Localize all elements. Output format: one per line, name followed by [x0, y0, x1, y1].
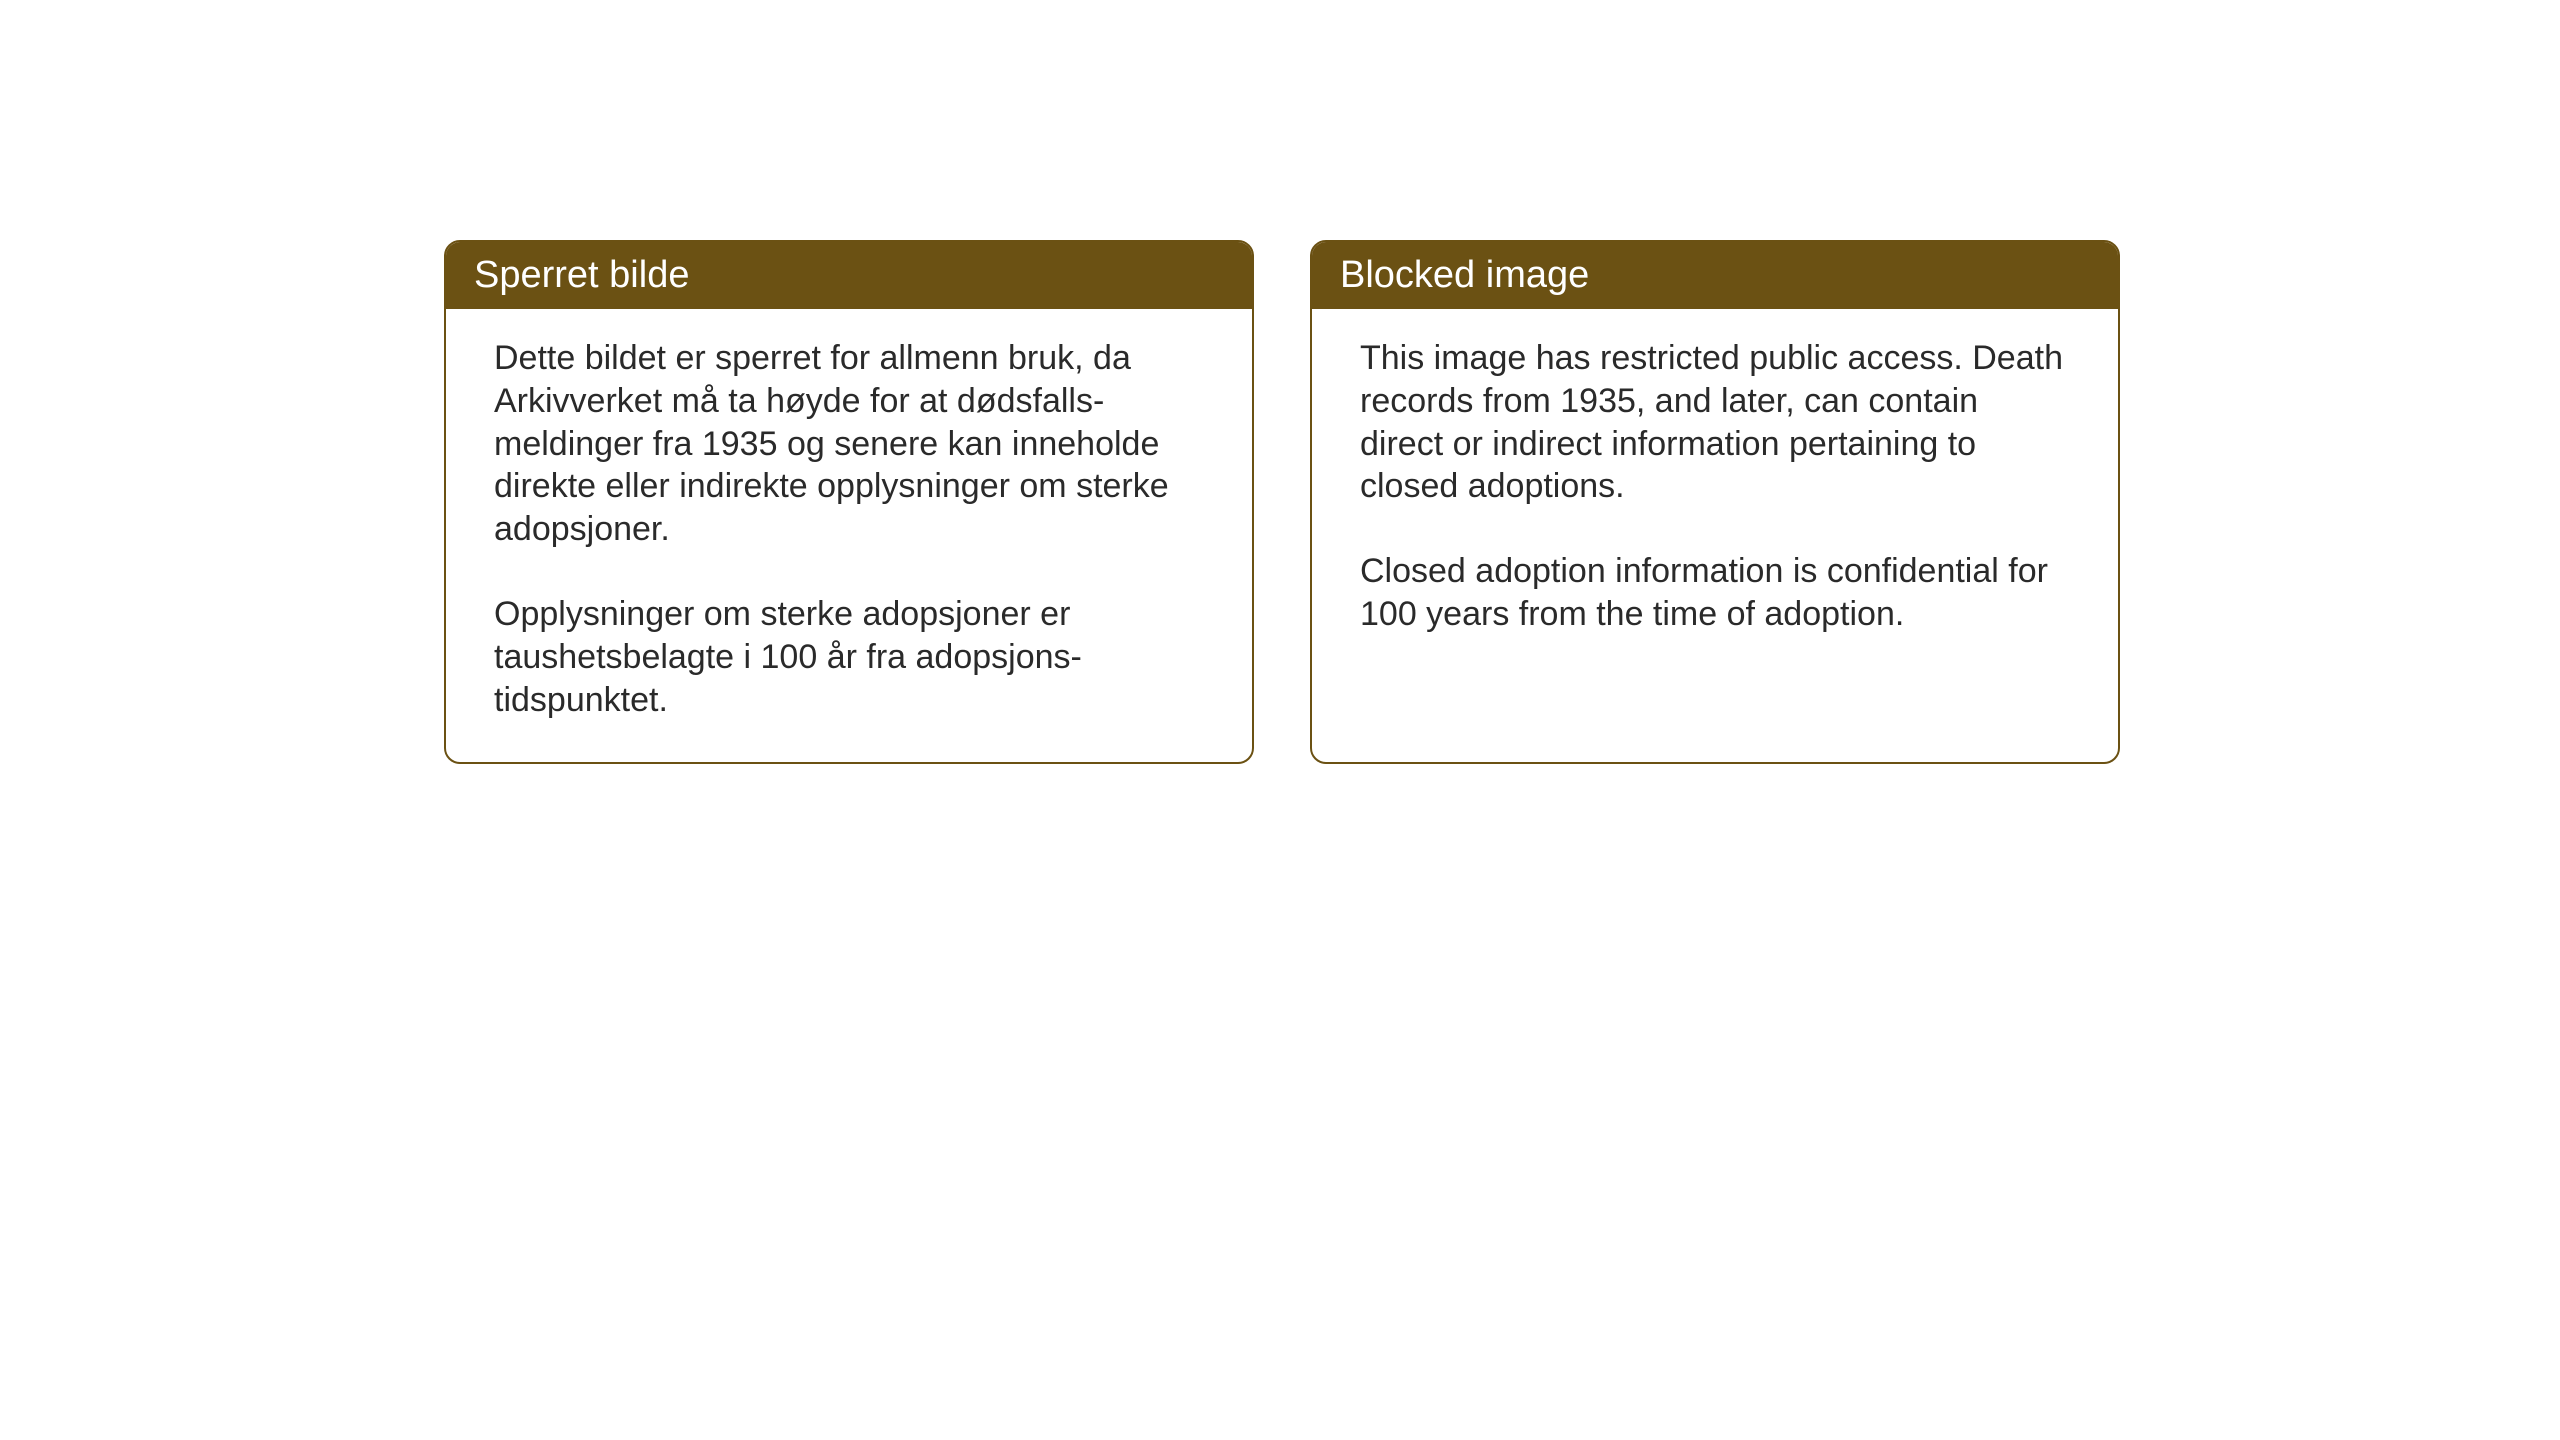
notice-title-norwegian: Sperret bilde	[474, 254, 689, 296]
notice-paragraph-1-norwegian: Dette bildet er sperret for allmenn bruk…	[494, 337, 1204, 551]
notice-header-english: Blocked image	[1312, 242, 2118, 309]
notice-paragraph-1-english: This image has restricted public access.…	[1360, 337, 2070, 508]
notice-box-norwegian: Sperret bilde Dette bildet er sperret fo…	[444, 240, 1254, 764]
notice-title-english: Blocked image	[1340, 254, 1589, 296]
notice-header-norwegian: Sperret bilde	[446, 242, 1252, 309]
notice-paragraph-2-norwegian: Opplysninger om sterke adopsjoner er tau…	[494, 593, 1204, 721]
notice-body-norwegian: Dette bildet er sperret for allmenn bruk…	[446, 309, 1252, 762]
notice-body-english: This image has restricted public access.…	[1312, 309, 2118, 676]
notice-box-english: Blocked image This image has restricted …	[1310, 240, 2120, 764]
notice-paragraph-2-english: Closed adoption information is confident…	[1360, 550, 2070, 636]
notices-container: Sperret bilde Dette bildet er sperret fo…	[444, 240, 2120, 764]
